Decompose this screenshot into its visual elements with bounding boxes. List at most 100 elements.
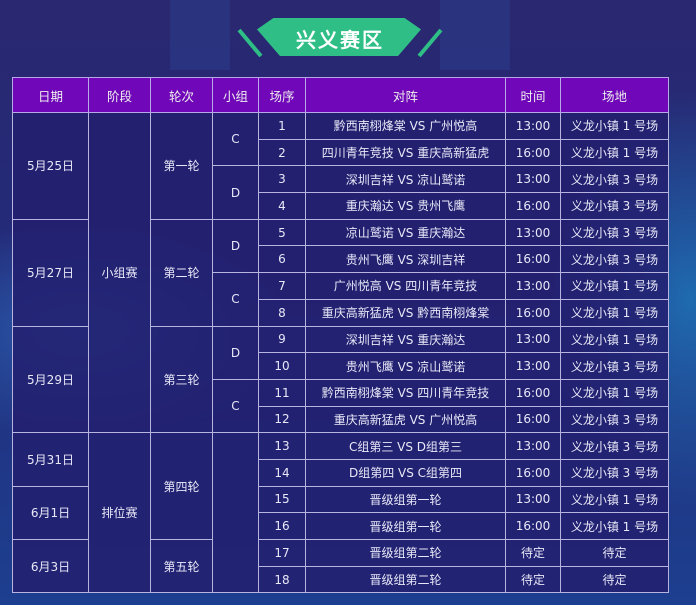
- match-number-cell: 11: [258, 378, 306, 407]
- header-round: 轮次: [150, 77, 213, 113]
- background-band: [170, 0, 230, 70]
- time-cell: 13:00: [505, 272, 561, 300]
- venue-cell: 义龙小镇 1 号场: [560, 512, 669, 540]
- matchup-cell: 晋级组第一轮: [305, 512, 506, 540]
- matchup-cell: 贵州飞鹰 VS 凉山鹫诺: [305, 352, 506, 380]
- time-cell: 16:00: [505, 298, 561, 327]
- venue-cell: 义龙小镇 3 号场: [560, 405, 669, 434]
- matchup-cell: 重庆高新猛虎 VS 黔西南栩烽棠: [305, 298, 506, 327]
- group-cell: D: [212, 325, 259, 380]
- time-cell: 待定: [505, 539, 561, 567]
- match-number-cell: 6: [258, 245, 306, 274]
- group-cell: D: [212, 165, 259, 220]
- match-number-cell: 13: [258, 432, 306, 460]
- round-cell: 第五轮: [150, 538, 213, 594]
- table-row: 5月27日 第二轮 D 5 凉山鹫诺 VS 重庆瀚达 13:00 义龙小镇 3 号场: [12, 218, 669, 327]
- time-cell: 13:00: [505, 485, 561, 514]
- date-cell: 6月1日: [12, 485, 89, 541]
- time-cell: 16:00: [505, 138, 561, 167]
- table-row: 18 晋级组第二轮 待定 待定: [13, 565, 669, 594]
- round-cell: 第三轮: [150, 325, 213, 434]
- matchup-cell: C组第三 VS D组第三: [305, 432, 506, 460]
- match-number-cell: 1: [258, 112, 306, 140]
- stage-cell: 小组赛: [88, 111, 151, 434]
- match-number-cell: 14: [258, 458, 306, 487]
- table-row: 12 重庆高新猛虎 VS 广州悦高 16:00 义龙小镇 3 号场: [13, 405, 669, 434]
- match-number-cell: 15: [258, 485, 306, 514]
- matchup-cell: 凉山鹫诺 VS 重庆瀚达: [305, 218, 506, 247]
- match-number-cell: 5: [258, 218, 306, 247]
- schedule-table: 日期 阶段 轮次 小组 场序 对阵 时间 场地 5月25日 小组赛 第一轮 C 1 黔西南…: [12, 77, 669, 594]
- venue-cell: 义龙小镇 1 号场: [560, 272, 669, 300]
- match-number-cell: 18: [258, 565, 306, 594]
- title-banner: 兴义赛区: [237, 16, 443, 58]
- header-match-no: 场序: [258, 77, 306, 113]
- venue-cell: 义龙小镇 3 号场: [560, 165, 669, 194]
- venue-cell: 义龙小镇 3 号场: [560, 432, 669, 460]
- time-cell: 16:00: [505, 458, 561, 487]
- table-header-row: 日期 阶段 轮次 小组 场序 对阵 时间 场地: [12, 77, 669, 113]
- venue-cell: 义龙小镇 1 号场: [560, 138, 669, 167]
- header-date: 日期: [12, 77, 89, 113]
- matchup-cell: 广州悦高 VS 四川青年竞技: [305, 272, 506, 300]
- table-row: C 11 黔西南栩烽棠 VS 四川青年竞技 16:00 义龙小镇 1 号场: [13, 378, 669, 434]
- time-cell: 16:00: [505, 245, 561, 274]
- time-cell: 13:00: [505, 432, 561, 460]
- venue-cell: 义龙小镇 1 号场: [560, 325, 669, 354]
- match-number-cell: 2: [258, 138, 306, 167]
- matchup-cell: 深圳吉祥 VS 凉山鹫诺: [305, 165, 506, 194]
- match-number-cell: 17: [258, 539, 306, 567]
- time-cell: 16:00: [505, 378, 561, 407]
- matchup-cell: 重庆高新猛虎 VS 广州悦高: [305, 405, 506, 434]
- venue-cell: 义龙小镇 3 号场: [560, 245, 669, 274]
- table-row: 8 重庆高新猛虎 VS 黔西南栩烽棠 16:00 义龙小镇 1 号场: [13, 298, 669, 327]
- venue-cell: 义龙小镇 1 号场: [560, 378, 669, 407]
- time-cell: 16:00: [505, 405, 561, 434]
- round-cell: 第一轮: [150, 112, 213, 220]
- match-number-cell: 3: [258, 165, 306, 194]
- header-time: 时间: [505, 77, 561, 113]
- matchup-cell: 重庆瀚达 VS 贵州飞鹰: [305, 192, 506, 220]
- date-cell: 6月3日: [12, 538, 89, 594]
- matchup-cell: 黔西南栩烽棠 VS 四川青年竞技: [305, 378, 506, 407]
- venue-cell: 义龙小镇 1 号场: [560, 485, 669, 514]
- match-number-cell: 10: [258, 352, 306, 380]
- table-row: 5月31日 排位赛 第四轮 13 C组第三 VS D组第三 13:00 义龙小镇 3 号场: [12, 432, 669, 594]
- group-cell: D: [212, 218, 259, 274]
- match-number-cell: 9: [258, 325, 306, 354]
- date-cell: 5月25日: [12, 112, 89, 220]
- table-row: 6月3日 第五轮 17 晋级组第二轮 待定 待定: [12, 538, 669, 594]
- time-cell: 13:00: [505, 352, 561, 380]
- time-cell: 待定: [505, 565, 561, 594]
- match-number-cell: 16: [258, 512, 306, 540]
- group-cell: C: [212, 272, 259, 327]
- matchup-cell: 黔西南栩烽棠 VS 广州悦高: [305, 112, 506, 140]
- venue-cell: 待定: [560, 539, 669, 567]
- match-number-cell: 4: [258, 192, 306, 220]
- match-number-cell: 12: [258, 405, 306, 434]
- table-row: 5月29日 第三轮 D 9 深圳吉祥 VS 重庆瀚达 13:00 义龙小镇 1 号场: [12, 325, 669, 434]
- header-matchup: 对阵: [305, 77, 506, 113]
- match-number-cell: 7: [258, 272, 306, 300]
- date-cell: 5月31日: [12, 432, 89, 487]
- header-group: 小组: [212, 77, 259, 113]
- matchup-cell: D组第四 VS C组第四: [305, 458, 506, 487]
- stage-cell: 排位赛: [88, 432, 151, 594]
- table-row: 16 晋级组第一轮 16:00 义龙小镇 1 号场: [13, 512, 669, 540]
- date-cell: 5月29日: [12, 325, 89, 434]
- date-cell: 5月27日: [12, 218, 89, 327]
- matchup-cell: 深圳吉祥 VS 重庆瀚达: [305, 325, 506, 354]
- group-cell: C: [212, 111, 259, 167]
- round-cell: 第四轮: [150, 432, 213, 540]
- matchup-cell: 贵州飞鹰 VS 深圳吉祥: [305, 245, 506, 274]
- background-band: [440, 0, 510, 70]
- group-cell: [212, 432, 259, 594]
- venue-cell: 义龙小镇 1 号场: [560, 298, 669, 327]
- match-number-cell: 8: [258, 298, 306, 327]
- time-cell: 16:00: [505, 512, 561, 540]
- time-cell: 13:00: [505, 218, 561, 247]
- matchup-cell: 晋级组第二轮: [305, 539, 506, 567]
- header-stage: 阶段: [88, 77, 151, 113]
- banner-background: [257, 18, 421, 56]
- table-row: D 3 深圳吉祥 VS 凉山鹫诺 13:00 义龙小镇 3 号场: [13, 165, 669, 220]
